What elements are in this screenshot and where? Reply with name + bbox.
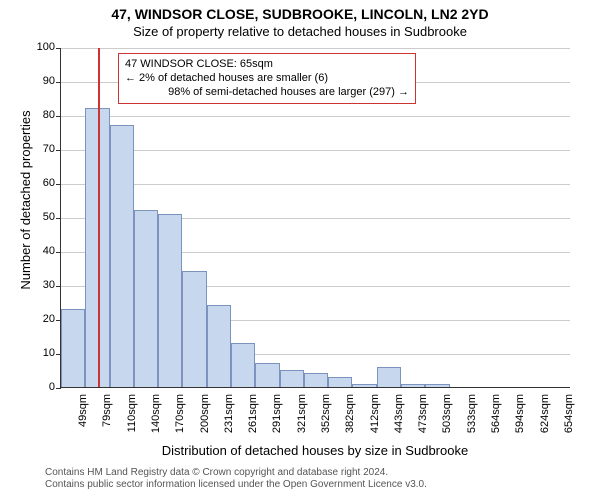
ytick-label: 80	[29, 109, 55, 121]
xtick-label: 79sqm	[101, 394, 113, 444]
footer-line-1: Contains HM Land Registry data © Crown c…	[45, 467, 427, 479]
gridline	[61, 184, 570, 185]
xtick-label: 503sqm	[441, 394, 453, 444]
xtick-label: 321sqm	[296, 394, 308, 444]
bar	[304, 373, 328, 387]
page-title: 47, WINDSOR CLOSE, SUDBROOKE, LINCOLN, L…	[0, 6, 600, 22]
ytick-label: 50	[29, 211, 55, 223]
xtick-label: 654sqm	[563, 394, 575, 444]
bar	[377, 367, 401, 387]
ytick-mark	[56, 82, 61, 83]
xtick-label: 200sqm	[199, 394, 211, 444]
reference-line	[98, 48, 100, 387]
bar	[158, 214, 182, 387]
ytick-mark	[56, 218, 61, 219]
xtick-label: 533sqm	[466, 394, 478, 444]
bar	[207, 305, 231, 387]
ytick-label: 0	[29, 381, 55, 393]
annotation-line: 47 WINDSOR CLOSE: 65sqm	[125, 58, 409, 72]
xtick-label: 352sqm	[320, 394, 332, 444]
ytick-label: 60	[29, 177, 55, 189]
bar	[352, 384, 376, 387]
xtick-label: 170sqm	[174, 394, 186, 444]
xtick-label: 291sqm	[271, 394, 283, 444]
bar	[255, 363, 279, 387]
xtick-label: 594sqm	[514, 394, 526, 444]
bar	[182, 271, 206, 387]
xtick-label: 624sqm	[539, 394, 551, 444]
ytick-mark	[56, 286, 61, 287]
xtick-label: 110sqm	[126, 394, 138, 444]
bar	[134, 210, 158, 387]
gridline	[61, 150, 570, 151]
ytick-mark	[56, 252, 61, 253]
xtick-label: 382sqm	[344, 394, 356, 444]
ytick-mark	[56, 150, 61, 151]
bar	[231, 343, 255, 387]
footer-attribution: Contains HM Land Registry data © Crown c…	[45, 467, 427, 491]
xtick-label: 412sqm	[369, 394, 381, 444]
x-axis-label: Distribution of detached houses by size …	[60, 443, 570, 458]
bar	[280, 370, 304, 387]
ytick-label: 40	[29, 245, 55, 257]
ytick-label: 20	[29, 313, 55, 325]
ytick-label: 90	[29, 75, 55, 87]
annotation-box: 47 WINDSOR CLOSE: 65sqm← 2% of detached …	[118, 53, 416, 104]
bar	[401, 384, 425, 387]
ytick-label: 70	[29, 143, 55, 155]
gridline	[61, 116, 570, 117]
ytick-label: 10	[29, 347, 55, 359]
footer-line-2: Contains public sector information licen…	[45, 479, 427, 491]
chart-container: 47, WINDSOR CLOSE, SUDBROOKE, LINCOLN, L…	[0, 0, 600, 500]
xtick-label: 49sqm	[77, 394, 89, 444]
ytick-mark	[56, 184, 61, 185]
xtick-label: 443sqm	[393, 394, 405, 444]
ytick-label: 30	[29, 279, 55, 291]
ytick-label: 100	[29, 41, 55, 53]
annotation-line: 98% of semi-detached houses are larger (…	[125, 86, 409, 100]
xtick-label: 140sqm	[150, 394, 162, 444]
ytick-mark	[56, 388, 61, 389]
y-axis-label: Number of detached properties	[18, 50, 33, 350]
bar	[425, 384, 449, 387]
bar	[328, 377, 352, 387]
xtick-label: 564sqm	[490, 394, 502, 444]
ytick-mark	[56, 48, 61, 49]
page-subtitle: Size of property relative to detached ho…	[0, 24, 600, 39]
gridline	[61, 48, 570, 49]
xtick-label: 261sqm	[247, 394, 259, 444]
xtick-label: 473sqm	[417, 394, 429, 444]
ytick-mark	[56, 116, 61, 117]
xtick-label: 231sqm	[223, 394, 235, 444]
bar	[110, 125, 134, 387]
annotation-line: ← 2% of detached houses are smaller (6)	[125, 72, 409, 86]
bar	[61, 309, 85, 387]
